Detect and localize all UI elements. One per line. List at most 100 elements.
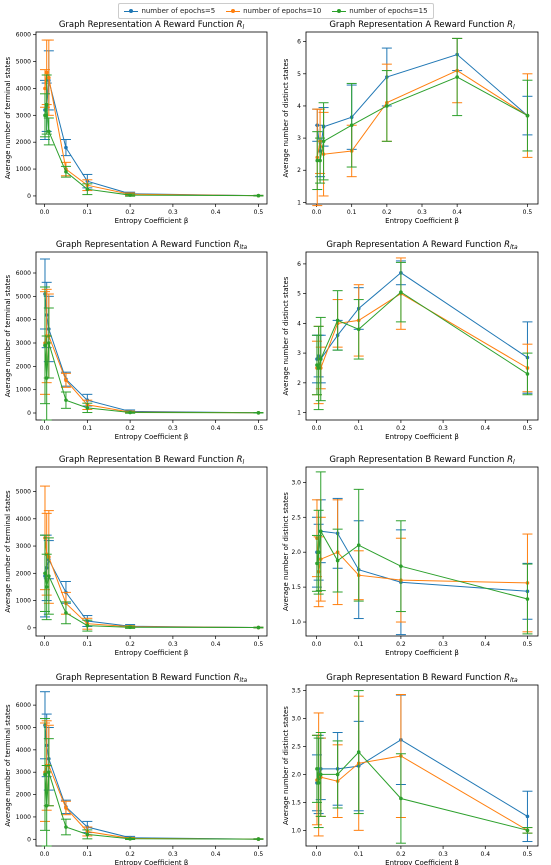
x-tick-label: 0.5 bbox=[254, 851, 264, 858]
chart-panel-1: Graph Representation A Reward Function R… bbox=[4, 20, 268, 225]
plot-frame bbox=[35, 31, 268, 205]
y-tick-label: 2 bbox=[297, 380, 301, 387]
series-epochs-5 bbox=[311, 497, 533, 636]
series-epochs-5 bbox=[39, 50, 264, 198]
x-tick-label: 0.4 bbox=[452, 209, 462, 216]
x-tick-label: 0.4 bbox=[480, 851, 490, 858]
series-epochs-10 bbox=[311, 694, 533, 837]
chart-title: Graph Representation A Reward Function R… bbox=[329, 20, 515, 31]
x-axis-label: Entropy Coefficient β bbox=[385, 433, 459, 441]
x-axis-label: Entropy Coefficient β bbox=[385, 217, 459, 225]
series-line bbox=[44, 765, 259, 840]
legend-label: number of epochs=15 bbox=[349, 7, 428, 15]
x-tick-label: 0.0 bbox=[40, 851, 50, 858]
data-point bbox=[256, 193, 261, 198]
data-point bbox=[525, 113, 530, 118]
series-line bbox=[44, 342, 259, 414]
y-tick-label: 4000 bbox=[16, 317, 31, 324]
series-epochs-5 bbox=[39, 691, 264, 841]
series-line bbox=[316, 272, 528, 360]
chart-panel-7: Graph Representation B Reward Function R… bbox=[4, 673, 268, 865]
x-tick-label: 0.2 bbox=[125, 641, 135, 648]
x-tick-label: 0.4 bbox=[211, 425, 221, 432]
data-point bbox=[455, 75, 459, 79]
series-epochs-10 bbox=[39, 485, 264, 630]
data-point bbox=[256, 625, 261, 630]
chart-panel-3: Graph Representation A Reward Function R… bbox=[4, 240, 268, 441]
data-point bbox=[43, 86, 47, 91]
x-tick-label: 0.3 bbox=[417, 209, 427, 216]
y-tick-label: 1.5 bbox=[291, 799, 301, 806]
data-point bbox=[315, 767, 319, 771]
series-epochs-10 bbox=[39, 39, 264, 198]
data-point bbox=[399, 796, 403, 801]
series-epochs-15 bbox=[311, 471, 533, 635]
y-tick-label: 2000 bbox=[16, 792, 31, 799]
series-epochs-15 bbox=[39, 286, 264, 421]
x-tick-label: 0.4 bbox=[211, 851, 221, 858]
data-point bbox=[44, 803, 49, 808]
y-axis-label: Average number of distinct states bbox=[282, 492, 290, 611]
x-axis-label: Entropy Coefficient β bbox=[115, 649, 189, 657]
data-point bbox=[335, 318, 340, 323]
x-tick-label: 0.5 bbox=[254, 209, 264, 216]
chart-panel-6: Graph Representation B Reward Function R… bbox=[282, 455, 539, 657]
y-tick-label: 1000 bbox=[16, 387, 31, 394]
data-point bbox=[318, 357, 323, 361]
y-axis-label: Average number of terminal states bbox=[4, 704, 12, 827]
x-tick-label: 0.1 bbox=[83, 209, 93, 216]
y-tick-label: 5000 bbox=[16, 489, 31, 496]
data-point bbox=[44, 376, 49, 380]
chart-title: Graph Representation B Reward Function R… bbox=[329, 455, 515, 466]
series-line bbox=[44, 335, 259, 414]
y-tick-label: 1000 bbox=[16, 166, 31, 173]
y-tick-label: 0 bbox=[27, 410, 31, 417]
chart-title: Graph Representation B Reward Function R… bbox=[326, 673, 518, 684]
x-tick-label: 0.2 bbox=[396, 641, 406, 648]
data-point bbox=[399, 290, 403, 294]
y-tick-label: 2000 bbox=[16, 363, 31, 370]
y-tick-label: 5 bbox=[297, 291, 301, 298]
y-tick-label: 5000 bbox=[16, 724, 31, 731]
series-line bbox=[44, 725, 259, 840]
x-tick-label: 0.1 bbox=[83, 641, 93, 648]
data-point bbox=[525, 814, 530, 819]
chart-title: Graph Representation A Reward Function R… bbox=[56, 240, 248, 251]
legend-label: number of epochs=5 bbox=[141, 7, 216, 15]
y-axis-label: Average number of distinct states bbox=[282, 58, 290, 177]
y-tick-label: 1 bbox=[297, 410, 301, 417]
chart-title: Graph Representation A Reward Function R… bbox=[59, 20, 245, 31]
data-point bbox=[44, 70, 49, 75]
legend: number of epochs=5 number of epochs=10 n… bbox=[118, 3, 434, 19]
data-point bbox=[318, 158, 322, 163]
series-line bbox=[317, 76, 528, 162]
y-tick-label: 4000 bbox=[16, 516, 31, 523]
x-tick-label: 0.0 bbox=[312, 641, 322, 648]
y-tick-label: 6000 bbox=[16, 702, 31, 709]
y-tick-label: 2 bbox=[297, 167, 301, 174]
x-tick-label: 0.4 bbox=[211, 641, 221, 648]
series-epochs-15 bbox=[311, 261, 533, 411]
data-point bbox=[321, 139, 326, 144]
y-tick-label: 4000 bbox=[16, 747, 31, 754]
data-point bbox=[318, 772, 323, 777]
legend-entry-epochs-5: number of epochs=5 bbox=[124, 7, 215, 15]
legend-swatch-icon bbox=[124, 7, 139, 15]
y-axis-label: Average number of terminal states bbox=[4, 274, 12, 397]
data-point bbox=[128, 837, 132, 841]
data-point bbox=[64, 825, 68, 829]
series-epochs-10 bbox=[311, 499, 533, 633]
data-point bbox=[525, 828, 530, 833]
data-point bbox=[316, 550, 321, 554]
data-point bbox=[47, 341, 51, 345]
y-tick-label: 3.0 bbox=[291, 716, 301, 723]
y-tick-label: 1000 bbox=[16, 598, 31, 605]
x-tick-label: 0.3 bbox=[168, 851, 178, 858]
chart-panel-4: Graph Representation A Reward Function R… bbox=[282, 240, 539, 441]
x-tick-label: 0.2 bbox=[125, 425, 135, 432]
plot-frame bbox=[35, 684, 268, 847]
data-point bbox=[335, 558, 340, 563]
data-point bbox=[525, 597, 530, 601]
x-tick-label: 0.2 bbox=[125, 851, 135, 858]
plot-frame bbox=[35, 466, 268, 637]
